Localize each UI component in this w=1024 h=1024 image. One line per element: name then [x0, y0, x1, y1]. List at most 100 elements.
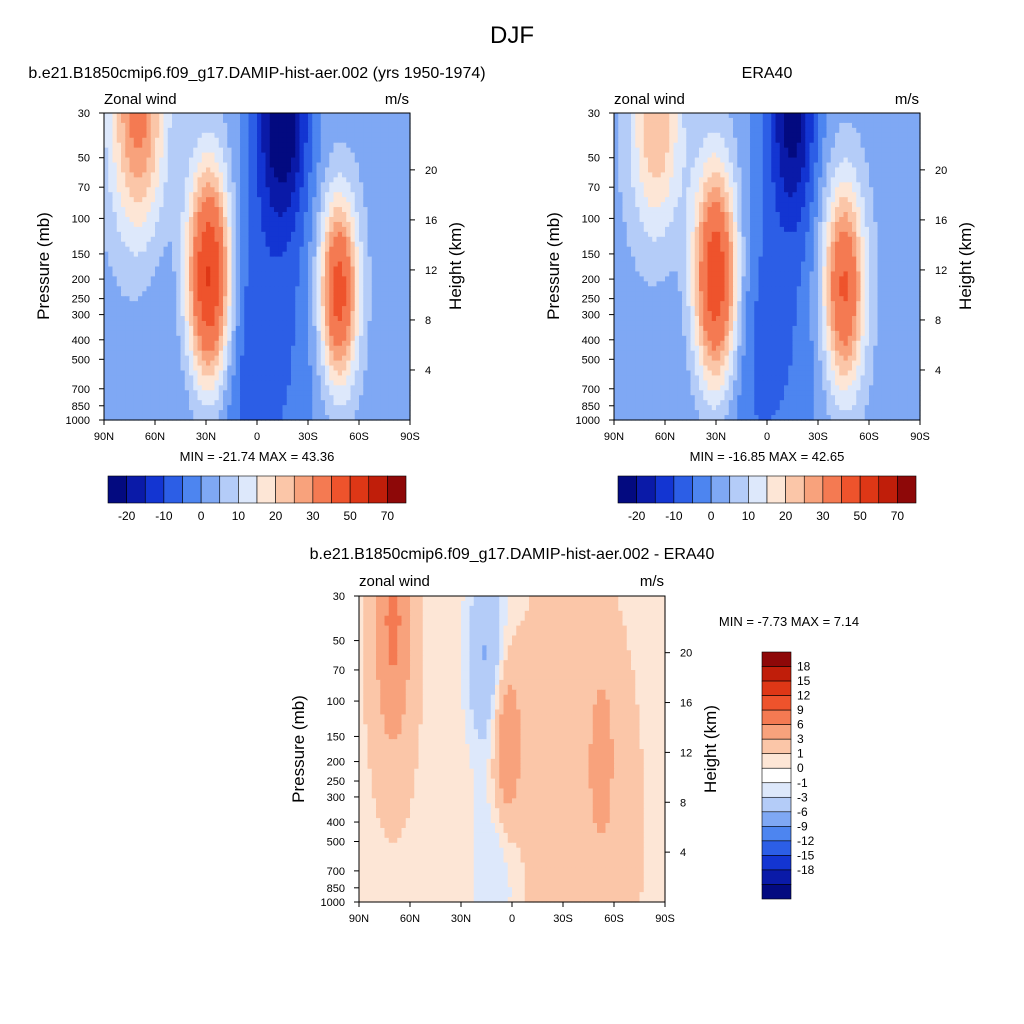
contour-cell — [371, 395, 377, 401]
contour-cell — [286, 212, 292, 218]
contour-cell — [206, 127, 211, 134]
contour-cell — [405, 221, 411, 228]
contour-cell — [159, 375, 165, 381]
contour-cell — [223, 197, 228, 203]
contour-cell — [652, 122, 658, 129]
contour-cell — [257, 306, 262, 312]
contour-cell — [112, 320, 118, 327]
contour-cell — [163, 216, 169, 223]
contour-cell — [172, 137, 177, 144]
contour-cell — [231, 271, 237, 277]
contour-cell — [269, 335, 275, 342]
contour-cell — [129, 256, 135, 263]
contour-cell — [308, 360, 313, 367]
contour-cell — [350, 216, 356, 223]
contour-cell — [193, 306, 199, 312]
contour-cell — [129, 246, 135, 253]
contour-cell — [248, 241, 254, 248]
contour-cell — [393, 400, 398, 406]
contour-cell — [163, 236, 169, 243]
contour-cell — [180, 276, 186, 282]
contour-cell — [193, 147, 199, 154]
contour-cell — [682, 137, 687, 144]
contour-cell — [312, 281, 318, 287]
contour-cell — [116, 212, 122, 218]
contour-cell — [201, 241, 207, 248]
contour-cell — [197, 365, 203, 372]
contour-cell — [312, 410, 318, 416]
contour-cell — [146, 306, 152, 312]
contour-cell — [367, 320, 373, 327]
contour-cell — [244, 345, 250, 352]
contour-cell — [346, 226, 352, 233]
contour-cell — [269, 137, 275, 144]
contour-cell — [282, 415, 288, 421]
contour-cell — [299, 335, 305, 342]
contour-cell — [142, 286, 148, 292]
contour-cell — [108, 246, 114, 253]
contour-cell — [329, 182, 335, 188]
contour-cell — [303, 306, 309, 312]
contour-cell — [312, 241, 318, 248]
contour-cell — [223, 325, 228, 332]
contour-cell — [346, 415, 352, 421]
contour-cell — [138, 395, 143, 401]
contour-cell — [703, 113, 709, 119]
contour-cell — [350, 345, 356, 352]
contour-cell — [316, 405, 322, 411]
contour-cell — [146, 197, 152, 203]
contour-cell — [235, 400, 241, 406]
contour-cell — [133, 142, 139, 149]
contour-cell — [393, 226, 398, 233]
contour-cell — [197, 291, 203, 297]
contour-cell — [367, 142, 373, 149]
contour-cell — [384, 296, 390, 302]
contour-cell — [346, 345, 352, 352]
contour-cell — [401, 226, 407, 233]
contour-cell — [201, 132, 207, 139]
contour-cell — [337, 122, 343, 129]
contour-cell — [257, 355, 262, 362]
contour-cell — [235, 360, 241, 367]
contour-cell — [244, 177, 250, 183]
contour-cell — [112, 266, 118, 273]
contour-cell — [342, 127, 347, 134]
contour-cell — [384, 122, 390, 129]
contour-cell — [312, 266, 318, 273]
contour-cell — [112, 316, 118, 322]
contour-cell — [159, 137, 165, 144]
contour-cell — [286, 355, 292, 362]
contour-cell — [320, 226, 326, 233]
contour-cell — [180, 360, 186, 367]
contour-cell — [401, 301, 407, 307]
contour-cell — [218, 142, 224, 149]
contour-cell — [643, 117, 649, 124]
contour-cell — [240, 355, 245, 362]
contour-cell — [312, 316, 318, 322]
contour-cell — [206, 122, 211, 129]
contour-cell — [227, 147, 233, 154]
contour-cell — [346, 410, 352, 416]
contour-cell — [227, 137, 233, 144]
contour-cell — [316, 410, 322, 416]
contour-cell — [257, 152, 262, 159]
panel-era40-right-label: m/s — [895, 91, 919, 108]
contour-cell — [218, 390, 224, 396]
contour-cell — [376, 197, 381, 203]
contour-cell — [146, 271, 152, 277]
contour-cell — [354, 375, 360, 381]
contour-cell — [197, 405, 203, 411]
contour-cell — [274, 335, 279, 342]
contour-cell — [363, 316, 369, 322]
contour-cell — [333, 187, 339, 193]
contour-cell — [189, 142, 194, 149]
contour-cell — [350, 226, 356, 233]
contour-cell — [354, 202, 360, 208]
contour-cell — [359, 311, 364, 317]
contour-cell — [405, 325, 411, 332]
contour-cell — [214, 202, 220, 208]
contour-cell — [269, 216, 275, 223]
contour-cell — [337, 256, 343, 263]
contour-cell — [274, 261, 279, 268]
contour-cell — [223, 335, 228, 342]
